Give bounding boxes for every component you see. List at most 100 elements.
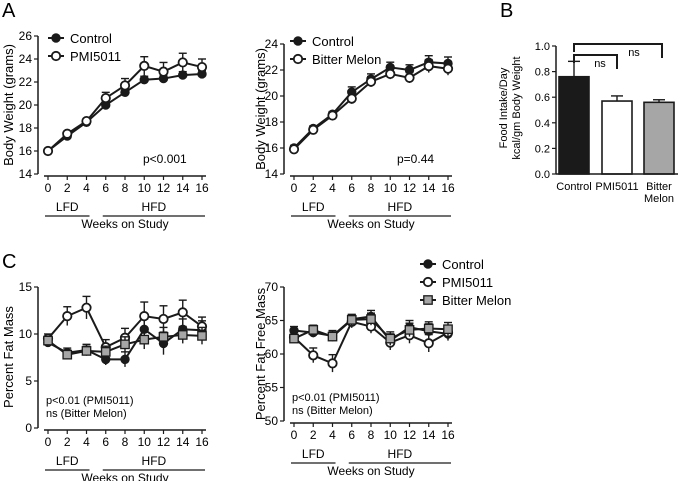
y-axis-label: Body Weight (grams) — [1, 44, 16, 166]
x-tick-label: 8 — [122, 181, 129, 195]
x-tick-label: Bitter — [646, 181, 672, 193]
data-point — [288, 144, 300, 155]
legend-label: Control — [70, 31, 112, 46]
data-point — [308, 350, 319, 361]
series-pmi5011 — [42, 52, 208, 157]
series-bitter-melon — [43, 325, 207, 360]
data-point — [139, 334, 150, 345]
x-tick-label: Melon — [644, 193, 674, 205]
y-tick-label: 18 — [19, 121, 33, 135]
x-tick-label: 2 — [64, 181, 71, 195]
phase-label: LFD — [302, 447, 325, 461]
series-bitter-melon — [288, 58, 454, 155]
legend-marker — [50, 50, 62, 62]
x-tick-label: 12 — [403, 181, 417, 195]
x-tick-label: 0 — [45, 181, 52, 195]
x-tick-label: 4 — [83, 435, 90, 449]
legend-label: Bitter Melon — [312, 52, 381, 67]
p-value-annotation: p<0.01 (PMI5011) — [292, 392, 380, 404]
y-tick-label: 55 — [265, 381, 279, 395]
y-tick-label: 20 — [19, 98, 33, 112]
y-tick-label: 50 — [265, 414, 279, 428]
bar-bitter-melon — [643, 101, 675, 175]
y-tick-label: 10 — [19, 327, 33, 341]
phase-label: HFD — [142, 454, 167, 468]
x-tick-label: 0 — [45, 435, 52, 449]
significance-bracket — [573, 54, 618, 69]
significance-label: ns — [594, 58, 606, 70]
x-tick-label: 10 — [384, 428, 398, 442]
x-axis-label: Weeks on Study — [81, 217, 168, 231]
x-axis-label: Weeks on Study — [327, 464, 414, 478]
data-point — [158, 66, 169, 77]
y-tick-label: 24 — [265, 37, 279, 51]
y-tick-label: 18 — [265, 115, 279, 129]
data-point — [404, 325, 415, 335]
y-tick-label: 16 — [265, 141, 279, 155]
data-point — [158, 331, 169, 342]
phase-label: HFD — [388, 200, 413, 214]
x-tick-label: 14 — [176, 181, 190, 195]
data-point — [423, 60, 434, 72]
x-tick-label: 2 — [310, 428, 317, 442]
data-point — [327, 110, 338, 121]
y-tick-label: 20 — [265, 89, 279, 103]
legend-label: Bitter Melon — [442, 293, 511, 308]
y-tick-label: 22 — [19, 75, 33, 89]
data-point — [139, 311, 150, 322]
legend-marker — [423, 259, 433, 269]
bar-control — [558, 75, 590, 175]
x-tick-label: 14 — [176, 435, 190, 449]
panel-label-c: C — [2, 251, 16, 273]
phase-label: HFD — [388, 447, 413, 461]
series-bitter-melon — [289, 312, 453, 346]
y-tick-label: 0.8 — [535, 67, 550, 79]
y-tick-label: 5 — [25, 374, 32, 388]
bar-pmi5011 — [601, 100, 633, 175]
x-tick-label: 2 — [310, 181, 317, 195]
data-point — [119, 80, 131, 91]
legend-marker — [423, 295, 433, 305]
x-tick-label: PMI5011 — [595, 181, 638, 193]
y-tick-label: 1.0 — [535, 41, 550, 53]
y-axis-label: Body Weight (grams) — [253, 48, 268, 170]
data-point — [62, 128, 73, 139]
p-value-annotation: p<0.001 — [143, 152, 187, 166]
x-tick-label: 16 — [195, 181, 209, 195]
legend-marker — [293, 36, 303, 46]
y-tick-label: 0.2 — [535, 143, 550, 155]
data-point — [139, 75, 149, 85]
panel-b: B 0.0 0.2 0.4 0.6 0.8 1.0 Food Intake/Day kcal/g… — [498, 0, 678, 205]
x-tick-label: 6 — [102, 435, 109, 449]
legend-a1: Control PMI5011 — [48, 31, 121, 64]
x-tick-label: 4 — [83, 181, 90, 195]
y-tick-label: 0.6 — [535, 92, 550, 104]
data-point — [177, 57, 188, 68]
data-point — [158, 313, 169, 325]
phase-label: LFD — [56, 454, 79, 468]
data-point — [308, 325, 319, 335]
y-tick-label: 22 — [265, 63, 279, 77]
data-point — [81, 116, 92, 127]
x-tick-label: 0 — [291, 181, 298, 195]
y-axis-label: Percent Fat Free Mass — [253, 287, 268, 420]
data-point — [178, 70, 188, 80]
data-point — [385, 333, 396, 344]
legend-a2: Control Bitter Melon — [290, 34, 381, 67]
x-tick-label: 12 — [403, 428, 417, 442]
data-point — [423, 323, 434, 334]
y-axis-label: kcal/gm Body Weight — [511, 56, 523, 159]
x-tick-label: 16 — [441, 428, 455, 442]
x-tick-label: 6 — [348, 181, 355, 195]
data-point — [139, 60, 150, 72]
legend-label: PMI5011 — [70, 49, 121, 64]
y-tick-label: 0 — [25, 421, 32, 435]
legend-label: PMI5011 — [442, 275, 493, 290]
x-tick-label: 8 — [368, 428, 375, 442]
legend-label: Control — [312, 34, 354, 49]
data-point — [443, 324, 453, 335]
